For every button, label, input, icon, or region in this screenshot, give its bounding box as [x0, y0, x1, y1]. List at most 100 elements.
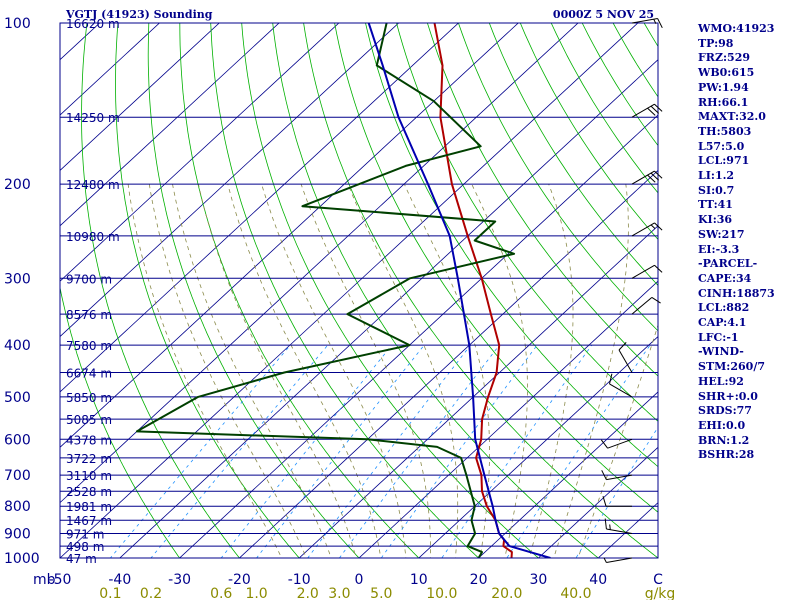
height-label: 3722 m: [66, 452, 112, 466]
mixing-ratio-tick-label: g/kg: [645, 586, 676, 600]
wind-barb-staff: [631, 18, 658, 24]
index-item: -WIND-: [698, 345, 744, 359]
isotherm-line: [358, 280, 658, 558]
temperature-tick-label: 10: [410, 572, 428, 588]
chart-datetime: 0000Z 5 NOV 25: [553, 8, 654, 21]
wind-barb-staff: [631, 170, 655, 185]
height-label: 12480 m: [66, 178, 120, 192]
index-item: WB0:615: [698, 66, 755, 80]
wind-barb-flag: [650, 105, 660, 114]
mixing-ratio-line: [150, 344, 329, 558]
mixing-ratio-tick-label: 2.0: [297, 586, 319, 600]
wind-barb-staff: [631, 297, 653, 315]
isotherm-line: [60, 23, 280, 227]
temperature-tick-label: -40: [108, 572, 131, 588]
height-label: 3110 m: [66, 469, 112, 483]
wind-barb: [600, 438, 633, 449]
mixing-ratio-tick-label: 1.0: [245, 586, 267, 600]
wind-barb: [602, 496, 632, 507]
moist-adiabat-line: [471, 183, 528, 558]
index-item: BSHR:28: [698, 448, 755, 462]
mixing-ratio-line: [109, 344, 291, 558]
isotherm-line: [60, 23, 340, 282]
temperature-tick-label: -10: [288, 572, 311, 588]
dry-adiabat-line: [365, 23, 658, 468]
pressure-tick-label: 500: [4, 390, 31, 406]
pressure-tick-label: 300: [4, 271, 31, 287]
index-item: PW:1.94: [698, 80, 749, 94]
wind-barb-staff: [609, 383, 633, 398]
dry-adiabat-line: [334, 23, 658, 513]
mixing-ratio-line: [380, 344, 538, 558]
wind-barb-half-flag: [609, 524, 611, 530]
pressure-unit-label: mb: [33, 572, 56, 588]
moist-adiabat-line: [198, 184, 357, 558]
dry-adiabat-line: [60, 285, 181, 558]
wind-barb-staff: [606, 474, 633, 481]
index-item: SI:0.7: [698, 183, 735, 197]
wind-barb-flag: [602, 496, 607, 507]
index-item: -PARCEL-: [698, 257, 758, 271]
isotherm-line: [60, 23, 639, 558]
moist-adiabat-line: [172, 184, 332, 558]
mixing-ratio-line: [441, 344, 593, 558]
wind-barb: [609, 373, 633, 398]
wind-barb-flag: [647, 107, 656, 116]
index-item: TT:41: [698, 198, 733, 212]
sounding-indices-panel: WMO:41923 TP:98 FRZ:529 WB0:615 PW:1.94 RH:66…: [698, 22, 775, 463]
index-item: LCL:882: [698, 301, 750, 315]
mixing-ratio-line: [338, 344, 500, 558]
index-item: WMO:41923: [698, 22, 775, 35]
wind-barb-flag: [654, 222, 663, 231]
index-item: SHR+:0.0: [698, 389, 758, 403]
wind-barb-flag: [654, 264, 663, 273]
moist-adiabat-line: [528, 183, 574, 558]
height-label: 5850 m: [66, 391, 112, 405]
index-item: TP:98: [698, 36, 734, 50]
wind-barb-staff: [618, 349, 633, 373]
pressure-tick-label: 100: [4, 16, 31, 32]
index-item: LFC:-1: [698, 330, 739, 344]
index-item: CAPE:34: [698, 271, 752, 285]
wind-barb-staff: [631, 103, 655, 118]
index-item: KI:36: [698, 213, 733, 227]
mixing-ratio-tick-label: 40.0: [560, 586, 591, 600]
temperature-tick-label: 0: [355, 572, 364, 588]
chart-title: VGTJ (41923) Sounding: [65, 8, 213, 21]
mixing-ratio-line: [307, 344, 472, 558]
dry-adiabat-line: [210, 23, 480, 558]
height-label: 1981 m: [66, 500, 112, 514]
mixing-ratio-tick-label: 3.0: [328, 586, 350, 600]
index-item: FRZ:529: [698, 51, 751, 65]
temperature-tick-label: C: [653, 572, 663, 588]
isotherm-line: [119, 59, 658, 558]
isotherm-line: [60, 23, 579, 504]
wind-barb-half-flag: [603, 557, 607, 563]
wind-barb-staff: [606, 528, 633, 534]
pressure-tick-label: 900: [4, 527, 31, 543]
wind-barb: [603, 557, 633, 563]
wind-barb: [601, 470, 633, 481]
isotherm-line: [298, 225, 658, 558]
sounding-profiles: [135, 23, 551, 558]
wind-barb: [631, 18, 663, 29]
index-item: MAXT:32.0: [698, 110, 766, 124]
height-label: 971 m: [66, 528, 104, 542]
index-item: EHI:0.0: [698, 418, 746, 432]
moist-adiabat-line: [261, 183, 407, 558]
moist-adiabat-line: [553, 184, 629, 558]
dry-adiabat-line: [457, 23, 658, 332]
index-item: HEL:92: [698, 374, 744, 388]
wind-barb-half-flag: [653, 18, 657, 25]
wind-barb-flag: [600, 439, 608, 449]
temperature-tick-label: 20: [470, 572, 488, 588]
wind-barb-staff: [631, 222, 655, 237]
wind-barb-flag: [609, 373, 613, 385]
index-item: RH:66.1: [698, 95, 749, 109]
moist-adiabat-line: [347, 183, 459, 558]
isotherm-line: [60, 23, 220, 171]
wind-barb-flag: [618, 342, 627, 351]
index-item: CINH:18873: [698, 286, 775, 300]
parcel-line: [367, 23, 551, 558]
